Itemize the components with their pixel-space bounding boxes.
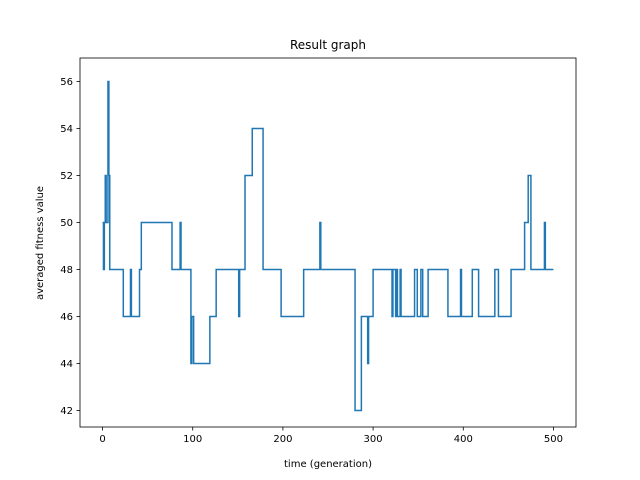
y-axis: 42 44 46 48 50 52 54 56 — [60, 77, 80, 417]
y-tick-label: 48 — [60, 265, 73, 276]
x-tick-label: 0 — [99, 434, 105, 445]
x-axis: 0 100 200 300 400 500 — [99, 427, 563, 445]
y-tick-label: 50 — [60, 218, 73, 229]
x-tick-label: 200 — [273, 434, 292, 445]
y-tick-label: 54 — [60, 124, 73, 135]
plot-frame — [79, 57, 577, 428]
chart-title: Result graph — [290, 38, 366, 52]
y-axis-label: averaged fitness value — [35, 186, 46, 300]
plot-layer — [102, 80, 554, 412]
x-tick-label: 300 — [364, 434, 383, 445]
y-tick-label: 56 — [60, 77, 73, 88]
x-tick-label: 400 — [454, 434, 473, 445]
x-tick-label: 500 — [544, 434, 563, 445]
x-axis-label: time (generation) — [284, 459, 372, 470]
y-tick-label: 46 — [60, 312, 73, 323]
x-tick-label: 100 — [183, 434, 202, 445]
y-tick-label: 42 — [60, 406, 73, 417]
y-tick-label: 44 — [60, 359, 73, 370]
y-tick-label: 52 — [60, 171, 73, 182]
series-line — [102, 80, 554, 412]
